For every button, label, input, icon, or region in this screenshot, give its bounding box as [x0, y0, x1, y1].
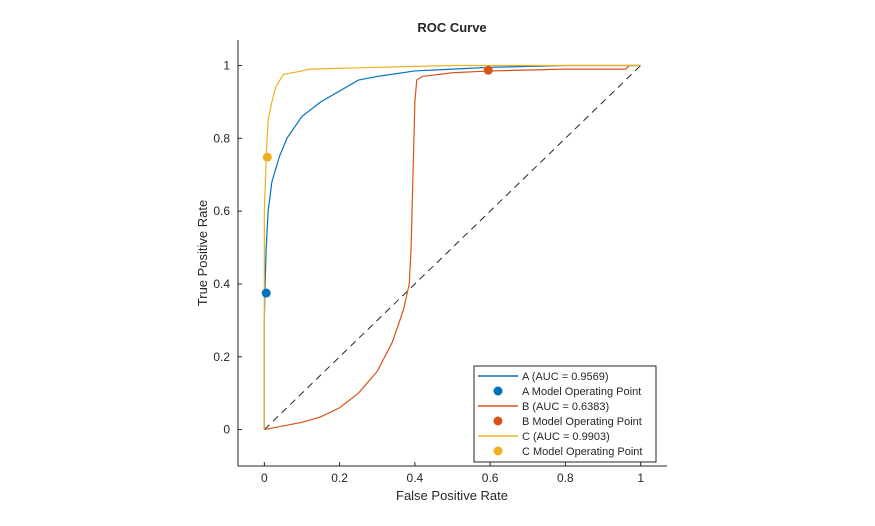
legend-marker-swatch — [493, 386, 503, 396]
legend: A (AUC = 0.9569) A Model Operating Point B… — [473, 365, 657, 463]
y-tick-label: 0 — [223, 423, 230, 437]
x-tick-label: 0.8 — [557, 471, 574, 485]
x-axis-label: False Positive Rate — [396, 488, 508, 503]
chart-title: ROC Curve — [417, 20, 486, 35]
x-tick-label: 0 — [261, 471, 268, 485]
legend-entry-label: A Model Operating Point — [522, 386, 641, 398]
x-tick-label: 0.4 — [407, 471, 424, 485]
legend-entry-label: B (AUC = 0.6383) — [522, 401, 609, 413]
series-line-c — [263, 64, 641, 430]
legend-entry-label: C (AUC = 0.9903) — [522, 431, 610, 443]
legend-marker-swatch — [493, 446, 503, 456]
x-tick-label: 1 — [637, 471, 644, 485]
operating-point-b — [483, 65, 493, 75]
y-tick-label: 0.2 — [213, 350, 230, 364]
y-axis-label: True Positive Rate — [195, 200, 210, 306]
legend-entry-label: B Model Operating Point — [522, 416, 642, 428]
series-line-b — [264, 64, 641, 431]
y-tick-label: 0.8 — [213, 131, 230, 145]
legend-box — [473, 365, 657, 463]
operating-point-a — [261, 288, 271, 298]
x-tick-label: 0.6 — [482, 471, 499, 485]
axes: 0 0.2 0.4 0.6 0.8 1 0 0.2 0.4 0.6 0.8 1 — [213, 40, 667, 485]
y-tick-label: 0.6 — [213, 204, 230, 218]
series-line-a — [263, 64, 641, 430]
y-tick-label: 0.4 — [213, 277, 230, 291]
legend-marker-swatch — [493, 416, 503, 426]
legend-entry-label: C Model Operating Point — [522, 446, 642, 458]
x-tick-label: 0.2 — [331, 471, 348, 485]
y-tick-label: 1 — [223, 58, 230, 72]
legend-entry-label: A (AUC = 0.9569) — [522, 371, 609, 383]
plot-area — [261, 64, 642, 431]
diagonal-reference-line — [263, 65, 642, 430]
operating-point-c — [262, 152, 272, 162]
